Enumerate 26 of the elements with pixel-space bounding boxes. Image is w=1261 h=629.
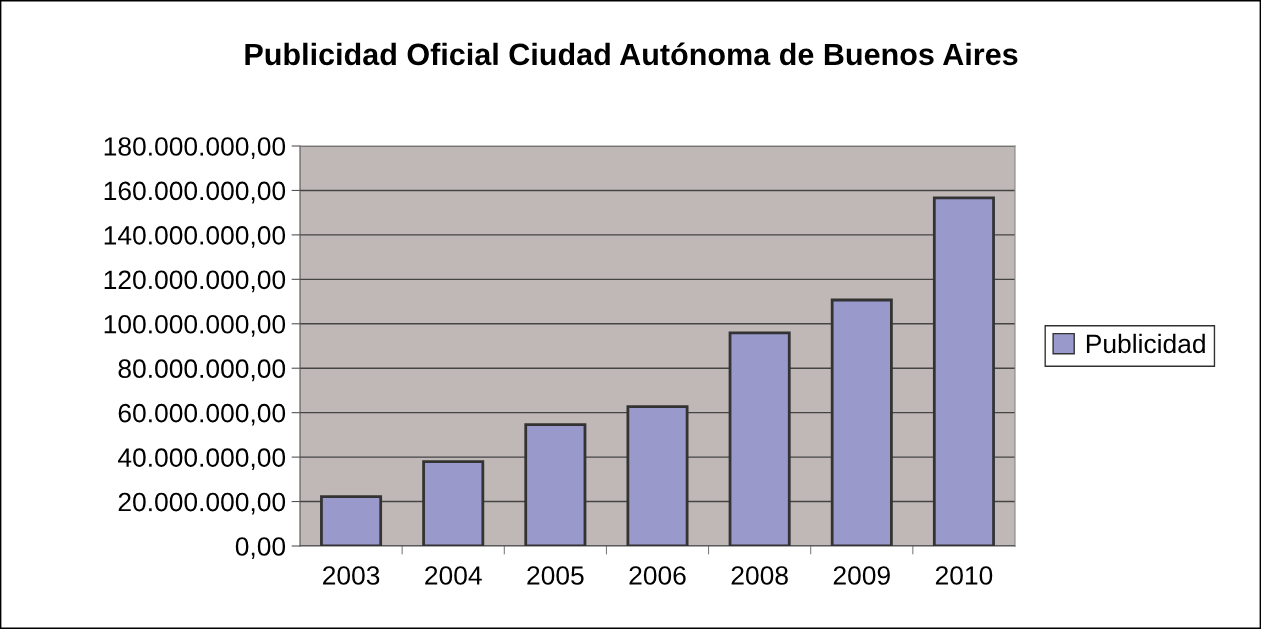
x-tick-label: 2005	[527, 566, 584, 585]
y-tick-label: 80.000.000,00	[118, 359, 286, 382]
y-tick-label: 20.000.000,00	[118, 492, 286, 515]
bar	[626, 405, 689, 546]
y-tick-label: 160.000.000,00	[104, 181, 286, 204]
y-tick-label: 120.000.000,00	[104, 270, 286, 293]
legend-label: Publicidad	[1086, 333, 1205, 354]
x-tick-label: 2003	[323, 566, 380, 585]
x-tick-label: 2008	[731, 566, 788, 585]
x-tick-label: 2010	[935, 566, 993, 585]
bar	[932, 196, 995, 546]
x-tick-label: 2004	[425, 566, 482, 585]
chart-title: Publicidad Oficial Ciudad Autónoma de Buenos Aires	[245, 42, 1018, 66]
y-tick-label: 40.000.000,00	[117, 448, 286, 471]
y-tick-label: 0,00	[235, 537, 286, 559]
bar	[422, 460, 485, 546]
y-tick-label: 140.000.000,00	[104, 226, 286, 248]
x-tick-label: 2009	[833, 566, 890, 585]
y-tick-label: 100.000.000,00	[104, 314, 286, 337]
bar	[524, 423, 587, 546]
x-tick-label: 2006	[629, 566, 686, 585]
bar	[728, 331, 791, 546]
y-tick-label: 180.000.000,00	[104, 137, 286, 159]
bar	[320, 495, 383, 546]
bar	[830, 298, 893, 546]
y-tick-label: 60.000.000,00	[118, 403, 286, 426]
